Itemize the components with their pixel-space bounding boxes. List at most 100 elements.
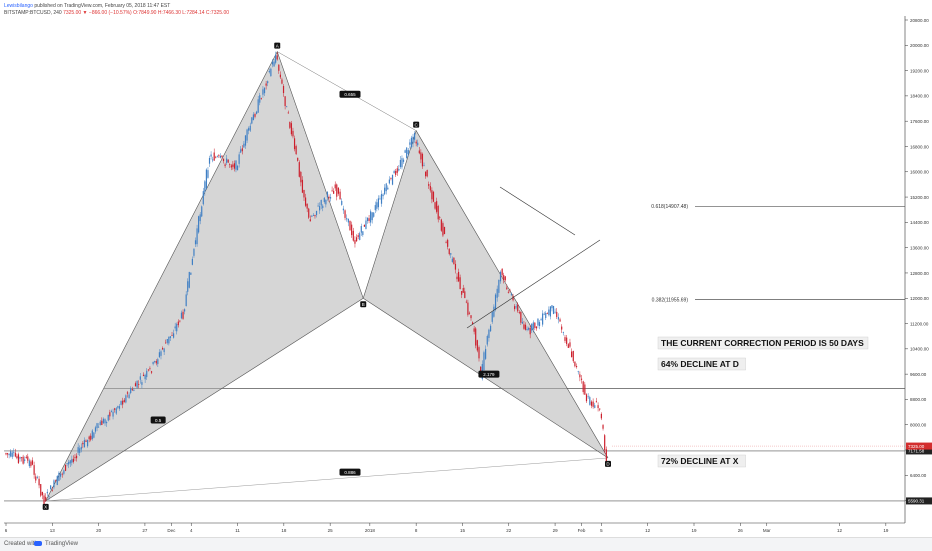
candle-body: [546, 313, 548, 315]
candle-body: [554, 311, 556, 313]
candle-body: [157, 359, 159, 365]
candle-body: [279, 74, 281, 78]
x-tick-label-8: 25: [328, 528, 334, 533]
candle-body: [437, 206, 439, 220]
x-tick-label-4: Dec: [167, 528, 176, 533]
point-badge-B: [360, 301, 367, 308]
candle-body: [158, 352, 161, 358]
x-tick-label-0: 6: [5, 528, 8, 533]
candle-body: [575, 366, 578, 368]
candle-body: [205, 169, 208, 189]
candle-body: [337, 187, 340, 194]
candle-body: [79, 448, 81, 453]
candle-body: [551, 305, 553, 309]
current-price-text: 7325.00: [908, 444, 925, 449]
candle-body: [71, 459, 73, 463]
x-tick-label-10: 8: [415, 528, 418, 533]
x-tick-label-13: 29: [553, 528, 559, 533]
footer: Created with TradingView: [0, 537, 932, 551]
candle-body: [590, 401, 593, 406]
candle-body: [46, 491, 48, 494]
candle-body: [402, 159, 405, 162]
candle-body: [14, 452, 16, 457]
candle-body: [281, 79, 283, 84]
candle-body: [292, 130, 294, 137]
candle-body: [196, 228, 198, 245]
candle-body: [486, 335, 488, 345]
point-badge-A: [274, 42, 281, 49]
y-tick-label-7: 15200.00: [910, 195, 929, 200]
candle-body: [359, 233, 361, 241]
candle-body: [83, 440, 86, 448]
candle-body: [592, 401, 594, 407]
candle-body: [417, 142, 419, 146]
candle-body: [298, 162, 300, 177]
candle-body: [138, 384, 140, 385]
candle-body: [182, 311, 184, 319]
candle-body: [36, 476, 39, 478]
candle-body: [271, 61, 274, 65]
candle-body: [311, 215, 313, 217]
candle-body: [404, 150, 406, 153]
tradingview-logo-icon: [34, 541, 42, 547]
candle-body: [434, 202, 436, 209]
author-link[interactable]: Lewisbilango: [4, 3, 33, 9]
tradingview-brand[interactable]: TradingView: [45, 541, 79, 547]
candle-body: [218, 155, 220, 157]
candle-body: [226, 158, 228, 163]
level-badge-3: [906, 447, 932, 455]
candle-body: [351, 224, 353, 236]
candle-body: [349, 220, 351, 231]
xd-line: [45, 457, 609, 502]
candle-body: [506, 287, 508, 290]
candle-body: [341, 200, 343, 205]
candle-body: [493, 306, 495, 317]
candle-body: [485, 348, 487, 359]
candle-body: [160, 351, 162, 356]
candle-body: [412, 136, 414, 144]
candle-body: [420, 152, 422, 160]
candle-body: [388, 179, 390, 184]
candle-body: [423, 165, 425, 167]
candle-body: [51, 490, 53, 492]
x-tick-label-15: 5: [600, 528, 603, 533]
candle-body: [594, 405, 596, 408]
candle-body: [595, 401, 598, 403]
candle-body: [118, 406, 121, 409]
candle-body: [370, 211, 372, 223]
candle-body: [185, 294, 187, 307]
y-tick-label-11: 12000.00: [910, 296, 929, 301]
candle-body: [265, 83, 267, 86]
candle-body: [346, 218, 348, 220]
candle-body: [407, 150, 409, 154]
candle-body: [38, 478, 40, 486]
candle-body: [421, 153, 424, 167]
candle-body: [45, 496, 47, 501]
candle-body: [319, 206, 321, 211]
candle-body: [391, 174, 394, 185]
candle-body: [5, 453, 7, 455]
candle-body: [448, 248, 450, 255]
candle-body: [415, 141, 417, 144]
annotation-text-0: THE CURRENT CORRECTION PERIOD IS 50 DAYS: [661, 338, 864, 348]
candle-body: [219, 155, 222, 158]
candle-body: [144, 374, 146, 380]
candle-body: [356, 237, 358, 242]
candle-body: [552, 306, 555, 314]
candle-body: [366, 217, 369, 222]
candle-body: [241, 148, 243, 152]
candle-body: [63, 470, 65, 474]
candle-body: [255, 111, 258, 114]
candle-body: [413, 133, 416, 140]
candle-body: [293, 138, 296, 150]
candle-body: [31, 460, 34, 465]
candle-body: [130, 388, 132, 394]
candle-body: [16, 456, 18, 459]
candle-body: [139, 376, 141, 380]
candle-body: [133, 389, 135, 391]
candle-body: [464, 291, 466, 299]
candle-body: [393, 171, 395, 174]
candle-body: [362, 231, 364, 235]
x-tick-label-9: 2018: [365, 528, 376, 533]
y-tick-label-10: 12800.00: [910, 271, 929, 276]
